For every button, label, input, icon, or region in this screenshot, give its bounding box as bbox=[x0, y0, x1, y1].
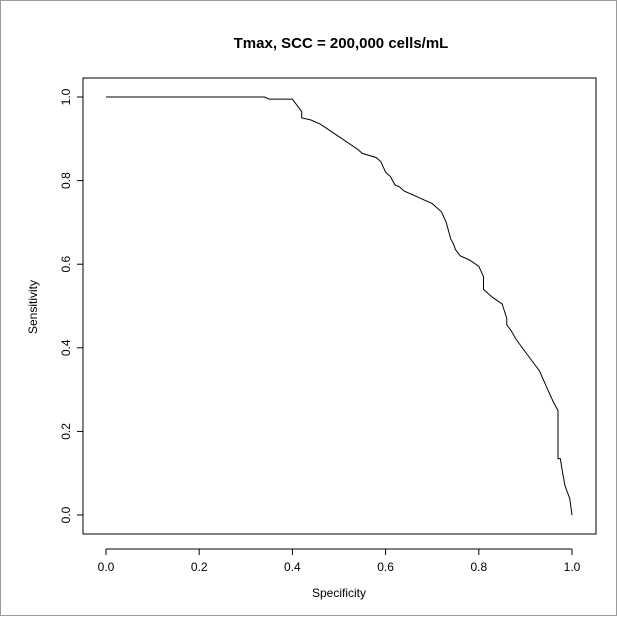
y-axis: 0.0 0.2 0.4 0.6 0.8 1.0 bbox=[59, 88, 84, 523]
plot-box bbox=[82, 77, 597, 535]
roc-curve bbox=[106, 96, 573, 516]
x-tick-label: 1.0 bbox=[564, 560, 581, 574]
y-tick-label: 0.2 bbox=[59, 423, 73, 440]
y-tick-label: 0.0 bbox=[59, 506, 73, 523]
y-tick-label: 0.4 bbox=[59, 339, 73, 356]
y-axis-label: Sensitivity bbox=[26, 280, 40, 334]
y-tick-label: 1.0 bbox=[59, 88, 73, 105]
x-tick-label: 0.2 bbox=[191, 560, 208, 574]
y-tick-label: 0.8 bbox=[59, 172, 73, 189]
chart-title: Tmax, SCC = 200,000 cells/mL bbox=[234, 35, 449, 52]
x-tick-label: 0.0 bbox=[98, 560, 115, 574]
x-tick-label: 0.4 bbox=[284, 560, 301, 574]
y-tick-label: 0.6 bbox=[59, 256, 73, 273]
x-axis-label: Specificity bbox=[312, 586, 366, 600]
x-tick-label: 0.8 bbox=[470, 560, 487, 574]
x-axis: 0.0 0.2 0.4 0.6 0.8 1.0 bbox=[98, 548, 581, 574]
x-tick-label: 0.6 bbox=[377, 560, 394, 574]
